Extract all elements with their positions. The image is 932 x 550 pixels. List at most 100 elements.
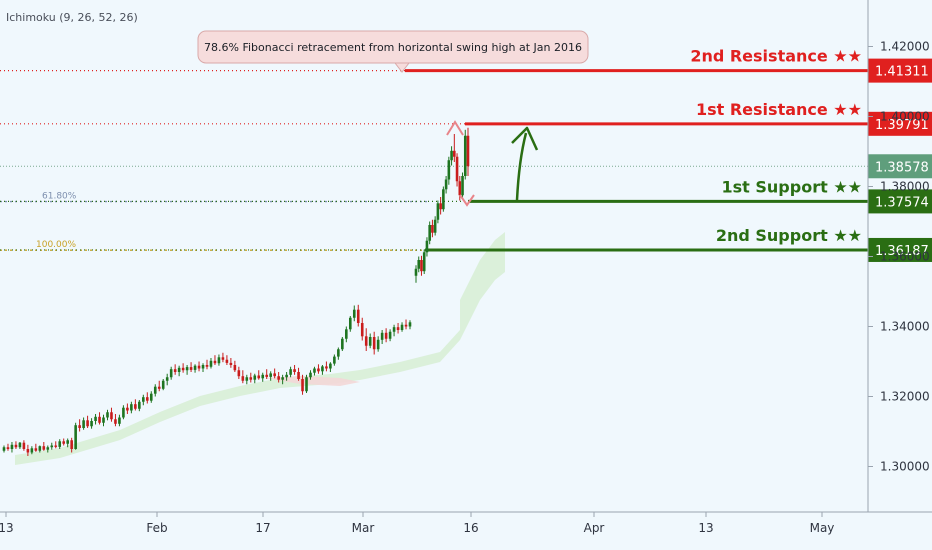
candle-body: [289, 369, 292, 375]
candle-body: [400, 324, 404, 330]
note-callout-box: [197, 30, 589, 64]
candle-body: [145, 397, 149, 401]
y-tick-label: 1.42000: [880, 40, 930, 54]
candle-body: [70, 440, 73, 449]
level-price-tag-text: 1.36187: [875, 244, 929, 259]
candle-body: [356, 309, 360, 323]
candle-body: [233, 365, 237, 371]
fib-level-label: 100.00%: [36, 240, 76, 250]
candle-body: [22, 442, 26, 449]
candle-body: [38, 446, 42, 451]
projection-arrow-head: [511, 126, 539, 151]
level-label: 1st Resistance ★★: [696, 100, 862, 119]
candle-body: [453, 150, 456, 157]
level-label: 2nd Resistance ★★: [690, 47, 862, 66]
candle-body: [277, 376, 280, 380]
level-price-tag-text: 1.37574: [875, 195, 929, 210]
candle-body: [442, 189, 445, 210]
candle-body: [58, 441, 62, 447]
axes: 1.42000 1.40000 1.38000 1.36000 1.34000 1.320…: [0, 0, 932, 535]
candle-body: [309, 372, 312, 378]
candle-body: [237, 370, 241, 377]
candle-body: [425, 240, 429, 253]
projection-arrow-shaft: [515, 132, 528, 201]
candle-body: [444, 179, 448, 190]
candle-body: [209, 360, 213, 367]
candle-body: [245, 377, 249, 381]
cloud-band: [15, 330, 460, 465]
level-price-tag: [868, 189, 932, 214]
x-tick-label: Feb: [146, 521, 167, 535]
candle-body: [221, 357, 225, 360]
candle-body: [372, 337, 376, 350]
x-tick-label: Mar: [352, 521, 375, 535]
candle-body: [455, 156, 459, 182]
candle-body: [193, 365, 197, 370]
candle-body: [241, 376, 245, 381]
candle-body: [414, 268, 418, 276]
candle-body: [86, 420, 89, 427]
candle-body: [10, 444, 14, 449]
candle-body: [6, 447, 10, 449]
candle-body: [30, 448, 34, 453]
candle-body: [305, 377, 308, 392]
level-price-tag: [868, 237, 932, 262]
candle-body: [345, 329, 348, 339]
candle-body: [368, 337, 372, 346]
candle-body: [181, 367, 185, 371]
candle-body: [281, 377, 284, 380]
candle-body: [404, 324, 408, 327]
level-price-tag-text: 1.41311: [875, 65, 929, 80]
candle-body: [2, 447, 6, 451]
candle-body: [114, 419, 117, 424]
candle-body: [447, 160, 451, 180]
candle-body: [74, 425, 77, 449]
indicator-label: Ichimoku (9, 26, 52, 26): [6, 11, 138, 24]
candle-body: [420, 260, 423, 272]
level-price-tag: [868, 58, 932, 83]
price-levels: 1.38578 2nd Resistance ★★ 1.41311 1st Resis…: [0, 47, 932, 262]
candle-body: [205, 365, 209, 367]
candle-body: [177, 367, 181, 372]
y-tick-label: 1.40000: [880, 110, 930, 124]
x-tick-label: 13: [0, 521, 14, 535]
candle-body: [463, 135, 467, 176]
candle-body: [450, 150, 453, 161]
x-tick-label: 13: [698, 521, 713, 535]
level-label: 1st Support ★★: [722, 177, 862, 196]
candle-body: [325, 366, 328, 369]
candle-body: [14, 444, 18, 448]
candle-body: [433, 219, 437, 233]
x-tick-label: 17: [255, 521, 270, 535]
candle-body: [62, 441, 66, 444]
candle-body: [126, 407, 129, 411]
candle-body: [26, 449, 30, 453]
candle-body: [317, 368, 320, 372]
candle-body: [337, 349, 340, 357]
candle-body: [461, 176, 464, 196]
candle-body: [422, 252, 426, 272]
annotations: 78.6% Fibonacci retracement from horizon…: [197, 30, 589, 207]
level-price-tag: [868, 111, 932, 136]
y-tick-label: 1.38000: [880, 180, 930, 194]
x-tick-label: May: [810, 521, 835, 535]
candle-body: [90, 421, 93, 427]
candle-body: [249, 377, 253, 380]
candle-body: [110, 412, 113, 420]
y-tick-label: 1.34000: [880, 320, 930, 334]
candle-body: [161, 380, 165, 389]
candle-body: [297, 372, 300, 379]
candle-body: [261, 374, 265, 379]
candle-body: [54, 445, 58, 447]
candle-body: [396, 327, 400, 330]
candle-body: [134, 404, 137, 409]
candle-body: [360, 323, 364, 337]
x-tick-label: 16: [463, 521, 478, 535]
candle-body: [82, 420, 85, 428]
candle-body: [458, 181, 462, 196]
candle-body: [273, 373, 276, 377]
candle-body: [142, 397, 145, 402]
candle-body: [201, 365, 205, 369]
y-tick-label: 1.30000: [880, 460, 930, 474]
